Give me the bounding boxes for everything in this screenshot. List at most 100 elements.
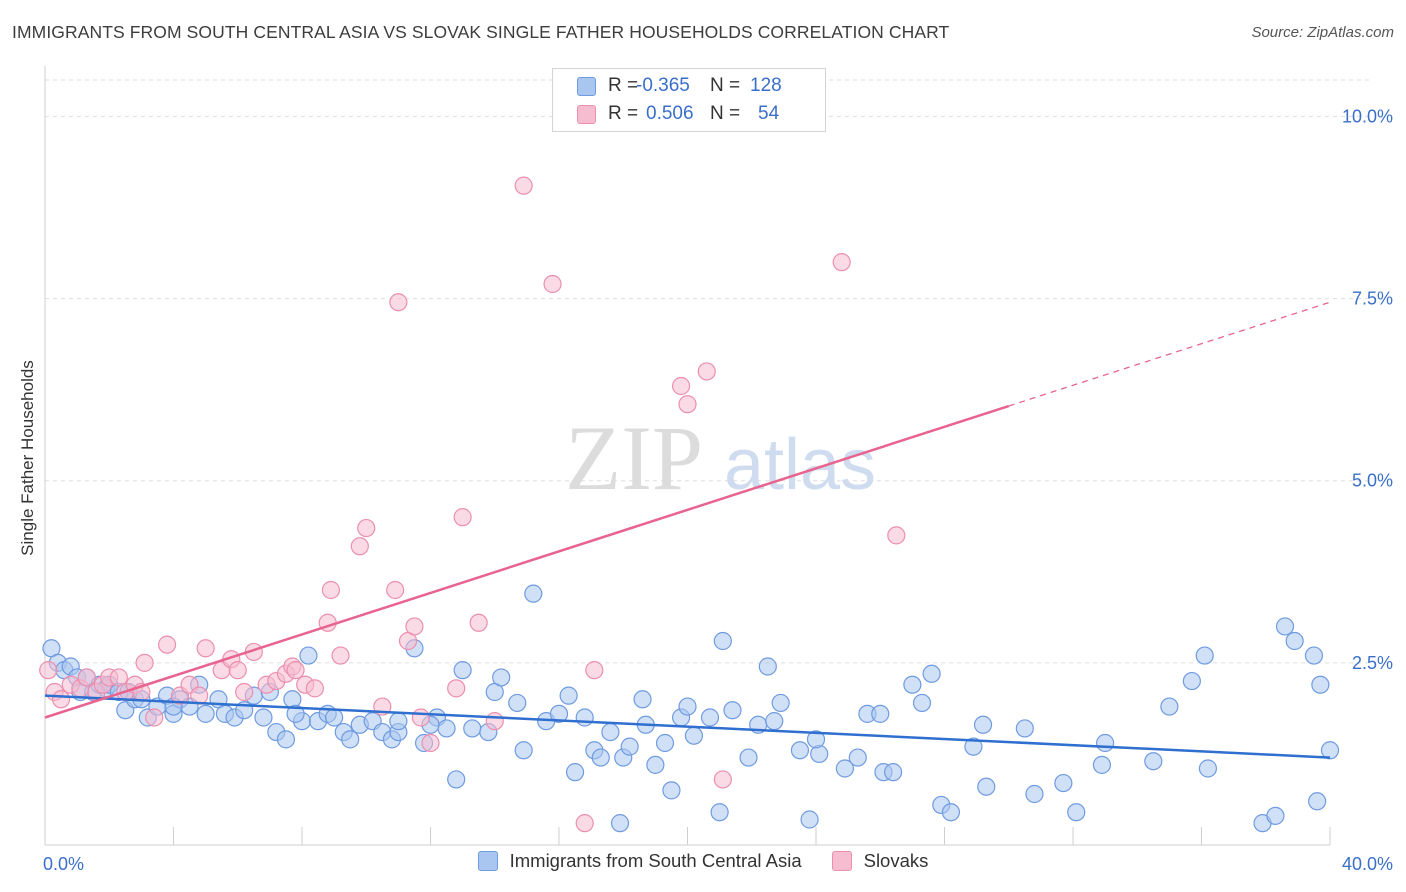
- blue-point: [739, 748, 758, 767]
- blue-point: [848, 748, 867, 767]
- blue-point: [646, 755, 665, 774]
- blue-point: [1025, 784, 1044, 804]
- blue-point: [758, 657, 777, 676]
- pink-point: [77, 668, 96, 687]
- legend-label-blue: Immigrants from South Central Asia: [509, 850, 802, 871]
- blue-point: [1160, 697, 1179, 716]
- blue-point: [508, 693, 527, 713]
- blue-point: [1198, 759, 1218, 778]
- blue-point: [575, 708, 594, 727]
- watermark-atlas: atlas: [724, 425, 876, 505]
- blue-point: [1275, 617, 1295, 636]
- blue-point: [1054, 773, 1073, 793]
- pink-point: [228, 661, 247, 680]
- y-tick-labels: 2.5% 5.0% 7.5% 10.0%: [1342, 106, 1393, 672]
- y-tick-label: 10.0%: [1342, 106, 1393, 126]
- legend-swatch-blue: [577, 76, 596, 96]
- blue-point: [771, 693, 790, 713]
- blue-point: [196, 704, 215, 723]
- blue-point: [941, 803, 961, 822]
- pink-point: [235, 682, 254, 702]
- blue-point: [1266, 806, 1285, 825]
- blue-point: [883, 763, 903, 782]
- pink-point: [135, 653, 154, 672]
- blue-point: [835, 759, 855, 778]
- blue-point: [1195, 646, 1214, 665]
- blue-point: [800, 810, 819, 829]
- x-tick-label: 40.0%: [1342, 854, 1393, 874]
- blue-point: [492, 668, 511, 687]
- legend-swatch-pink: [831, 851, 852, 871]
- pink-point: [447, 679, 466, 698]
- legend-swatch-pink: [577, 104, 596, 124]
- legend-n-value: 128: [750, 75, 782, 96]
- legend-swatch-blue: [477, 851, 498, 871]
- pink-point: [469, 613, 488, 632]
- blue-point: [299, 646, 318, 665]
- y-axis-label: Single Father Households: [18, 360, 37, 556]
- blue-point: [591, 748, 610, 767]
- blue-point: [713, 631, 732, 651]
- blue-point: [1311, 675, 1330, 694]
- blue-point: [524, 584, 543, 603]
- legend-item-blue[interactable]: Immigrants from South Central Asia: [477, 850, 802, 872]
- legend-n-label: N =: [710, 75, 741, 96]
- pink-point: [697, 362, 716, 381]
- pink-point: [196, 639, 215, 658]
- legend-item-pink[interactable]: Slovaks: [831, 850, 929, 872]
- blue-point: [922, 664, 941, 683]
- pink-point: [832, 253, 851, 272]
- blue-point: [1285, 631, 1304, 651]
- pink-point: [51, 690, 71, 709]
- trend-line-extension: [1008, 301, 1331, 407]
- blue-point: [447, 770, 466, 789]
- legend-r-label: R =: [608, 103, 639, 124]
- legend-n-value: 54: [758, 103, 780, 124]
- legend-r-label: R =: [608, 75, 639, 96]
- blue-point: [765, 712, 784, 731]
- blue-point: [977, 777, 996, 796]
- x-tick-labels: 0.0% 40.0%: [43, 854, 1393, 874]
- pink-point: [286, 661, 305, 680]
- pink-point: [585, 661, 604, 680]
- blue-point: [684, 726, 704, 745]
- pink-point: [145, 708, 164, 727]
- x-tick-label: 0.0%: [43, 854, 84, 874]
- blue-point: [559, 686, 578, 705]
- blue-point: [1067, 803, 1086, 822]
- pink-point: [453, 508, 472, 527]
- legend-n-label: N =: [710, 103, 741, 124]
- pink-point: [887, 526, 906, 545]
- blue-point: [463, 719, 482, 738]
- blue-point: [1182, 671, 1201, 691]
- blue-point: [678, 697, 697, 716]
- pink-point: [713, 770, 732, 789]
- blue-point: [723, 701, 742, 720]
- blue-point: [973, 715, 993, 734]
- pink-point: [39, 661, 58, 680]
- blue-point: [790, 741, 810, 760]
- trend-lines: [44, 301, 1331, 759]
- legend-label-pink: Slovaks: [863, 850, 929, 871]
- pink-point: [305, 679, 324, 698]
- blue-point: [254, 708, 273, 727]
- series-blue-points: [42, 584, 1340, 833]
- pink-point: [405, 617, 424, 636]
- y-tick-label: 5.0%: [1352, 471, 1393, 491]
- blue-point: [341, 730, 360, 749]
- blue-point: [1308, 792, 1327, 811]
- legend-row-pink: R = 0.506 N = 54: [577, 101, 779, 127]
- blue-point: [964, 737, 983, 756]
- blue-point: [1304, 646, 1324, 665]
- pink-point: [386, 580, 405, 600]
- grid-lines: [45, 79, 1370, 664]
- blue-point: [700, 708, 720, 727]
- pink-point: [350, 537, 369, 556]
- blue-point: [620, 737, 639, 756]
- blue-point: [514, 741, 533, 760]
- blue-point: [437, 719, 456, 738]
- blue-point: [601, 722, 620, 742]
- trend-line-pink: [44, 404, 1010, 719]
- axes: [44, 66, 1331, 846]
